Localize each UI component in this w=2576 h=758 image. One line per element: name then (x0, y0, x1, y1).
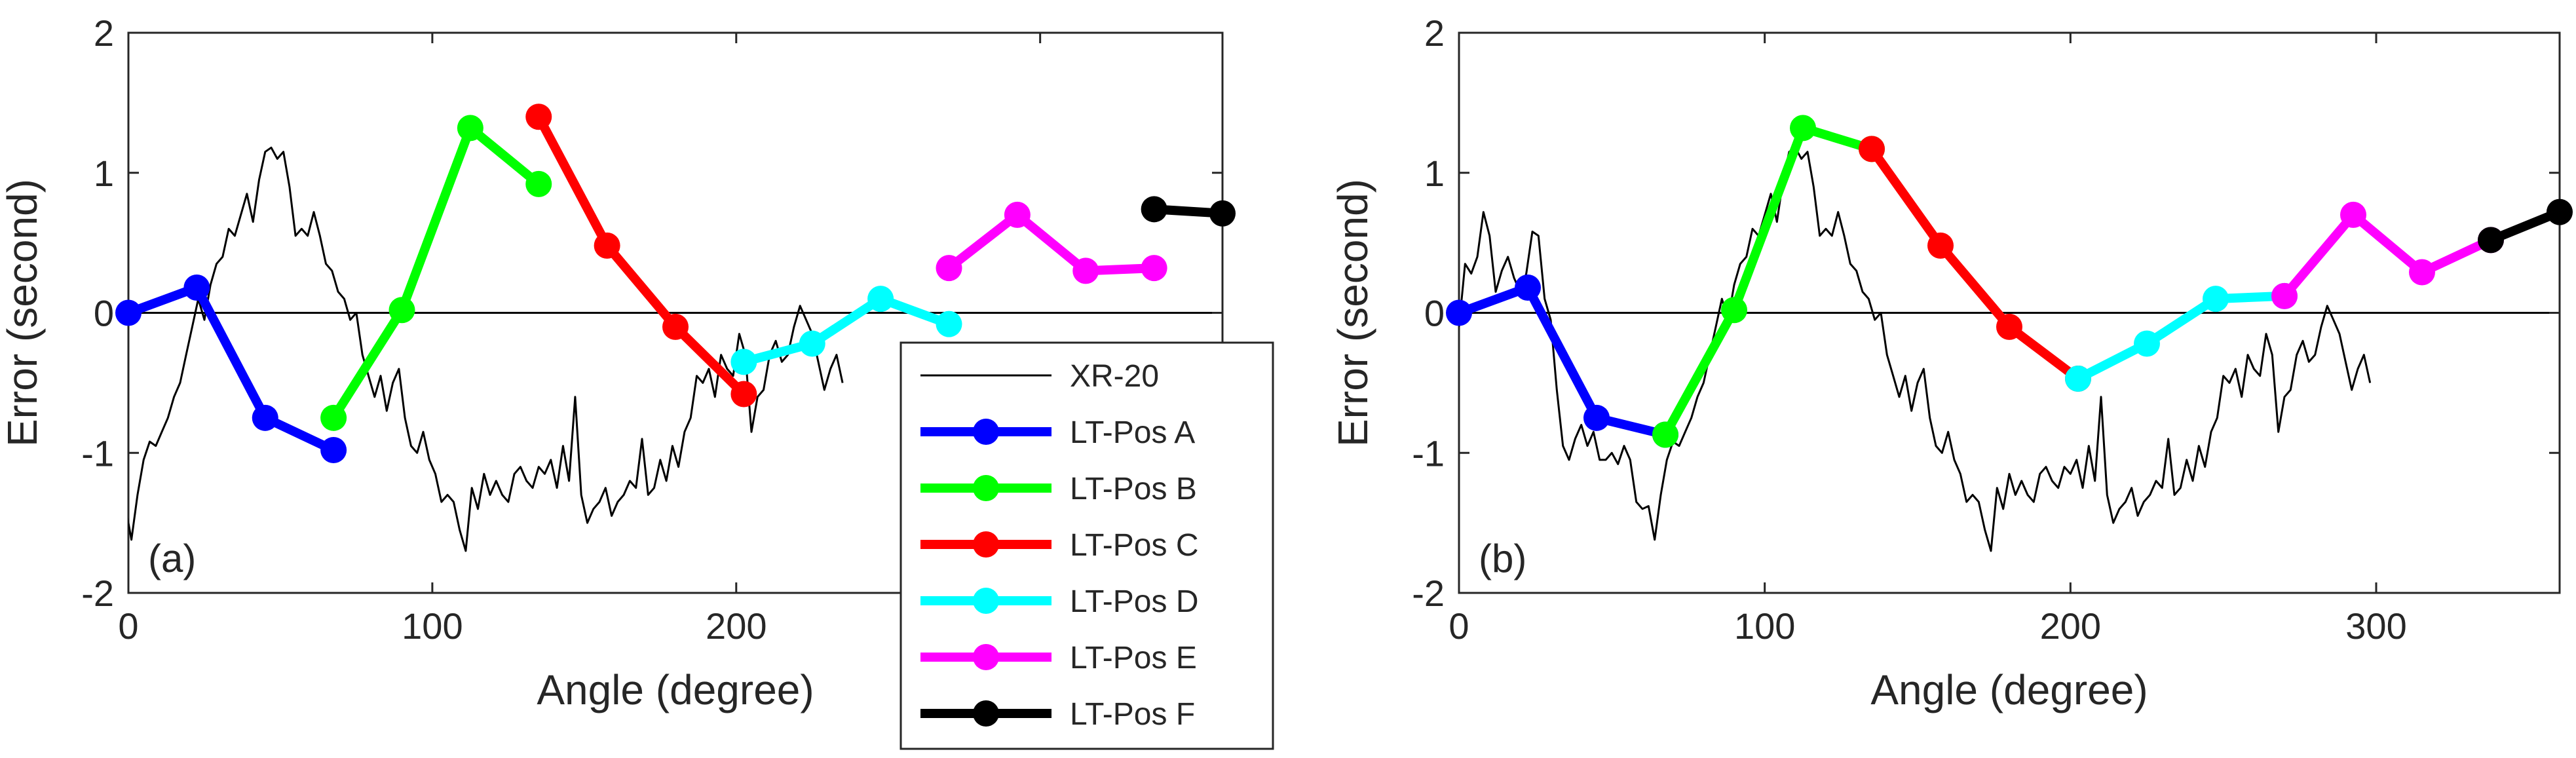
series-lt-pos-a-point (1515, 275, 1541, 301)
series-lt-pos-a-point (183, 275, 210, 301)
series-lt-pos-e-point (2340, 201, 2366, 228)
legend-marker-lt-pos-d (973, 588, 999, 614)
x-tick-label: 0 (1449, 605, 1469, 647)
series-lt-pos-b-point (1652, 421, 1678, 448)
series-lt-pos-a-point (1583, 404, 1610, 431)
series-lt-pos-b-point (1721, 297, 1747, 324)
series-lt-pos-e-point (2271, 282, 2298, 309)
series-lt-pos-b-line (1661, 123, 1876, 440)
series-lt-pos-c-line (534, 112, 749, 399)
series-lt-pos-b-point (1790, 115, 1816, 142)
series-lt-pos-b-point (525, 170, 552, 197)
series-lt-pos-b-point (457, 115, 483, 142)
series-lt-pos-d-line (2074, 291, 2289, 383)
series-xr-20-line (1459, 146, 2372, 552)
legend: XR-20 LT-Pos A LT-Pos B LT-Pos C LT-Pos D LT-… (900, 341, 1274, 750)
series-lt-pos-b-point (388, 297, 415, 324)
x-tick-label: 100 (402, 605, 463, 647)
series-lt-pos-e-point (1141, 255, 1167, 282)
legend-marker-lt-pos-f (973, 700, 999, 727)
series-lt-pos-e-point (936, 255, 962, 282)
series-lt-pos-c-point (730, 381, 757, 407)
series-lt-pos-c-line (1867, 144, 2083, 383)
x-tick-label: 100 (1734, 605, 1795, 647)
y-axis-label: Error (second) (1329, 179, 1376, 447)
y-tick-label: 0 (94, 293, 114, 334)
series-lt-pos-f-point (2478, 227, 2504, 254)
series-lt-pos-d-line (739, 294, 954, 367)
series-lt-pos-e-point (2409, 259, 2435, 286)
x-axis-label: Angle (degree) (537, 666, 814, 713)
series-lt-pos-a-line (1454, 283, 1670, 440)
x-tick-label: 200 (706, 605, 767, 647)
series-lt-pos-c-point (662, 313, 689, 340)
x-tick-label: 0 (118, 605, 138, 647)
series-lt-pos-d-point (2065, 365, 2091, 392)
y-tick-label: -1 (1412, 432, 1445, 474)
x-axis-label: Angle (degree) (1870, 666, 2148, 713)
series-lt-pos-c-point (594, 232, 620, 259)
series-lt-pos-a-line (124, 283, 339, 455)
series-lt-pos-a-point (1446, 299, 1472, 326)
chart-panel-b: 0 100 200 300 -2 -1 0 1 2 Angle (degree) Error (se… (1329, 12, 2573, 713)
legend-marker-lt-pos-a (973, 419, 999, 445)
series-lt-pos-e-line (2280, 210, 2495, 301)
series-lt-pos-c-point (1927, 232, 1954, 259)
y-tick-label: -1 (81, 432, 114, 474)
series-lt-pos-d-point (2134, 330, 2160, 357)
legend-label-lt-pos-a: LT-Pos A (1070, 415, 1195, 450)
series-xr-20-line (128, 146, 844, 552)
series-lt-pos-c-point (525, 104, 552, 130)
series-lt-pos-d-point (799, 330, 825, 357)
y-tick-label: -2 (81, 573, 114, 614)
x-tick-label: 300 (2345, 605, 2406, 647)
y-tick-label: 2 (94, 12, 114, 54)
series-lt-pos-a-point (320, 436, 347, 463)
legend-label-lt-pos-c: LT-Pos C (1070, 528, 1199, 563)
legend-label-lt-pos-e: LT-Pos E (1070, 641, 1197, 675)
legend-marker-lt-pos-e (973, 644, 999, 670)
x-tick-label: 200 (2040, 605, 2101, 647)
y-tick-label: 0 (1424, 293, 1445, 334)
series-lt-pos-a-point (252, 404, 278, 431)
series-lt-pos-c-point (1859, 136, 1885, 162)
y-tick-label: 2 (1424, 12, 1445, 54)
y-axis-label: Error (second) (0, 179, 46, 447)
series-lt-pos-e-point (1004, 201, 1031, 228)
panel-tag: (a) (148, 537, 196, 580)
y-tick-label: -2 (1412, 573, 1445, 614)
series-lt-pos-e-line (944, 210, 1159, 276)
legend-label-xr-20: XR-20 (1070, 359, 1159, 394)
series-lt-pos-b-line (329, 123, 544, 423)
series-lt-pos-e-point (1072, 257, 1099, 284)
series-lt-pos-c-point (1996, 313, 2022, 340)
y-tick-label: 1 (1424, 153, 1445, 194)
series-lt-pos-f-point (1209, 200, 1236, 227)
series-lt-pos-d-point (2203, 286, 2229, 313)
y-tick-label: 1 (94, 153, 114, 194)
legend-marker-lt-pos-c (973, 531, 999, 558)
panel-tag: (b) (1479, 537, 1526, 580)
series-lt-pos-d-point (730, 349, 757, 375)
legend-label-lt-pos-b: LT-Pos B (1070, 472, 1197, 506)
series-lt-pos-f-point (1141, 196, 1167, 223)
series-lt-pos-d-point (867, 286, 894, 313)
legend-label-lt-pos-f: LT-Pos F (1070, 697, 1195, 732)
series-lt-pos-f-point (2547, 199, 2573, 225)
series-lt-pos-b-point (320, 404, 347, 431)
legend-marker-lt-pos-b (973, 475, 999, 501)
series-lt-pos-d-point (936, 311, 962, 337)
legend-label-lt-pos-d: LT-Pos D (1070, 584, 1199, 619)
series-lt-pos-a-point (115, 299, 142, 326)
